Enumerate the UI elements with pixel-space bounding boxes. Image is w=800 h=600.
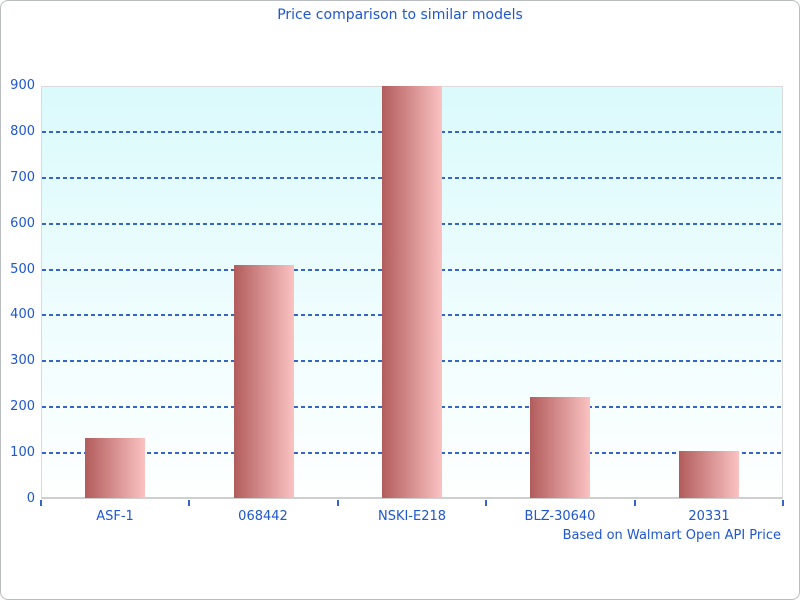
y-axis-label: 600 <box>10 216 35 231</box>
y-axis-label: 100 <box>10 445 35 460</box>
y-axis-label: 200 <box>10 399 35 414</box>
chart-title: Price comparison to similar models <box>277 7 523 23</box>
x-axis-label: BLZ-30640 <box>524 509 596 524</box>
y-axis-label: 800 <box>10 124 35 139</box>
axis-tick <box>782 500 784 506</box>
bar-068442 <box>234 265 294 498</box>
y-axis-label: 700 <box>10 170 35 185</box>
y-axis-label: 500 <box>10 262 35 277</box>
axis-tick <box>40 500 42 506</box>
axis-tick <box>634 500 636 506</box>
x-axis-label: 068442 <box>238 509 288 524</box>
chart-footnote: Based on Walmart Open API Price <box>562 528 781 543</box>
y-axis-label: 900 <box>10 78 35 93</box>
bar-BLZ-30640 <box>530 397 590 498</box>
x-axis-label: ASF-1 <box>96 509 134 524</box>
axis-tick <box>188 500 190 506</box>
x-axis-label: NSKI-E218 <box>377 509 447 524</box>
bar-20331 <box>679 451 739 498</box>
bar-NSKI-E218 <box>382 86 442 498</box>
axis-tick <box>485 500 487 506</box>
y-axis-label: 0 <box>26 491 35 506</box>
bar-ASF-1 <box>85 438 145 498</box>
y-axis-label: 300 <box>10 353 35 368</box>
y-axis-label: 400 <box>10 307 35 322</box>
plot-area <box>41 86 783 499</box>
axis-tick <box>337 500 339 506</box>
x-axis-label: 20331 <box>688 509 730 524</box>
